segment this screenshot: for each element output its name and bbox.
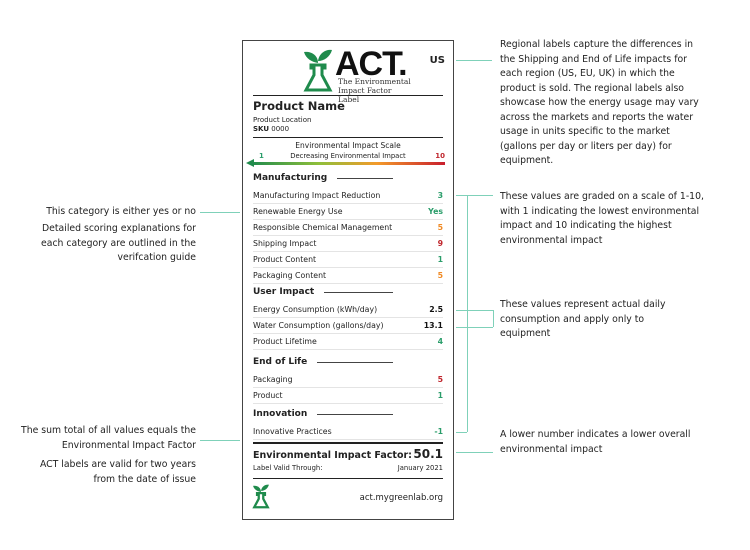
flask-sprout-icon [252,484,270,509]
scale-low: 1 [259,152,264,160]
score-value: 5 [437,375,443,384]
section-title: Manufacturing [253,173,443,183]
note-valid: ACT labels are valid for two years from … [39,459,196,485]
divider [253,478,443,479]
scale-gradient-bar [251,162,445,165]
score-row: Responsible Chemical Management 5 [253,220,443,236]
score-label: Shipping Impact [253,239,317,248]
score-row: Packaging Content 5 [253,268,443,284]
score-row: Product Content 1 [253,252,443,268]
score-value: 5 [437,271,443,280]
divider [253,442,443,444]
connector-line [200,440,240,441]
score-label: Innovative Practices [253,427,332,436]
score-label: Manufacturing Impact Reduction [253,191,381,200]
score-row: Innovative Practices -1 [253,424,443,440]
note-yes-no: This category is either yes or no [46,206,196,217]
note-actual: These values represent actual daily cons… [500,299,666,339]
score-row: Energy Consumption (kWh/day) 2.5 [253,302,443,318]
score-label: Packaging Content [253,271,327,280]
sku: SKU 0000 [253,125,290,133]
flask-sprout-icon [303,49,333,92]
score-label: Packaging [253,375,293,384]
note-graded: These values are graded on a scale of 1-… [500,191,704,246]
label-valid-through: Label Valid Through: January 2021 [253,464,443,472]
score-label: Product Lifetime [253,337,317,346]
connector-line [456,195,493,196]
connector-line [456,327,493,328]
logo-text: ACT. [335,45,408,83]
note-sum: The sum total of all values equals the E… [21,425,196,451]
logo-tagline: The Environmental Impact Factor Label [338,77,411,104]
score-label: Product Content [253,255,317,264]
score-value: 1 [437,391,443,400]
connector-line [456,310,493,311]
product-location: Product Location [253,116,312,124]
region-code: US [429,55,445,66]
score-value: 2.5 [429,305,443,314]
note-lower: A lower number indicates a lower overall… [500,429,691,455]
score-value: -1 [434,427,443,436]
scale-high: 10 [435,152,445,160]
section-title: Innovation [253,409,443,419]
divider [253,95,443,96]
score-row: Shipping Impact 9 [253,236,443,252]
score-value: 5 [437,223,443,232]
scale-subtitle: Decreasing Environmental Impact [290,152,406,160]
environmental-impact-factor: Environmental Impact Factor: 50.1 [253,447,443,461]
score-row: Product Lifetime 4 [253,334,443,350]
score-label: Water Consumption (gallons/day) [253,321,384,330]
score-value: 4 [437,337,443,346]
section-title: User Impact [253,287,443,297]
divider [253,137,443,138]
score-row: Manufacturing Impact Reduction 3 [253,188,443,204]
score-value: 3 [437,191,443,200]
connector-line [200,212,240,213]
score-label: Energy Consumption (kWh/day) [253,305,378,314]
note-regional: Regional labels capture the differences … [500,39,699,166]
scale-title: Environmental Impact Scale [295,141,401,150]
act-label: ACT. The Environmental Impact Factor Labe… [242,40,454,520]
connector-line [456,432,467,433]
note-scoring: Detailed scoring explanations for each c… [41,223,196,263]
product-name: Product Name [253,99,345,113]
connector-line [467,195,468,432]
score-row: Product 1 [253,388,443,404]
act-logo: ACT. The Environmental Impact Factor Labe… [303,45,413,104]
score-value: 1 [437,255,443,264]
connector-line [493,310,494,327]
score-label: Responsible Chemical Management [253,223,393,232]
connector-line [456,60,492,61]
score-value: 13.1 [423,321,443,330]
score-value: Yes [428,207,443,216]
score-label: Renewable Energy Use [253,207,343,216]
score-label: Product [253,391,283,400]
section-title: End of Life [253,357,443,367]
website-link[interactable]: act.mygreenlab.org [359,493,443,503]
score-row: Water Consumption (gallons/day) 13.1 [253,318,443,334]
connector-line [456,452,493,453]
score-row: Packaging 5 [253,372,443,388]
score-row: Renewable Energy Use Yes [253,204,443,220]
score-value: 9 [437,239,443,248]
arrow-left-icon [246,159,254,167]
